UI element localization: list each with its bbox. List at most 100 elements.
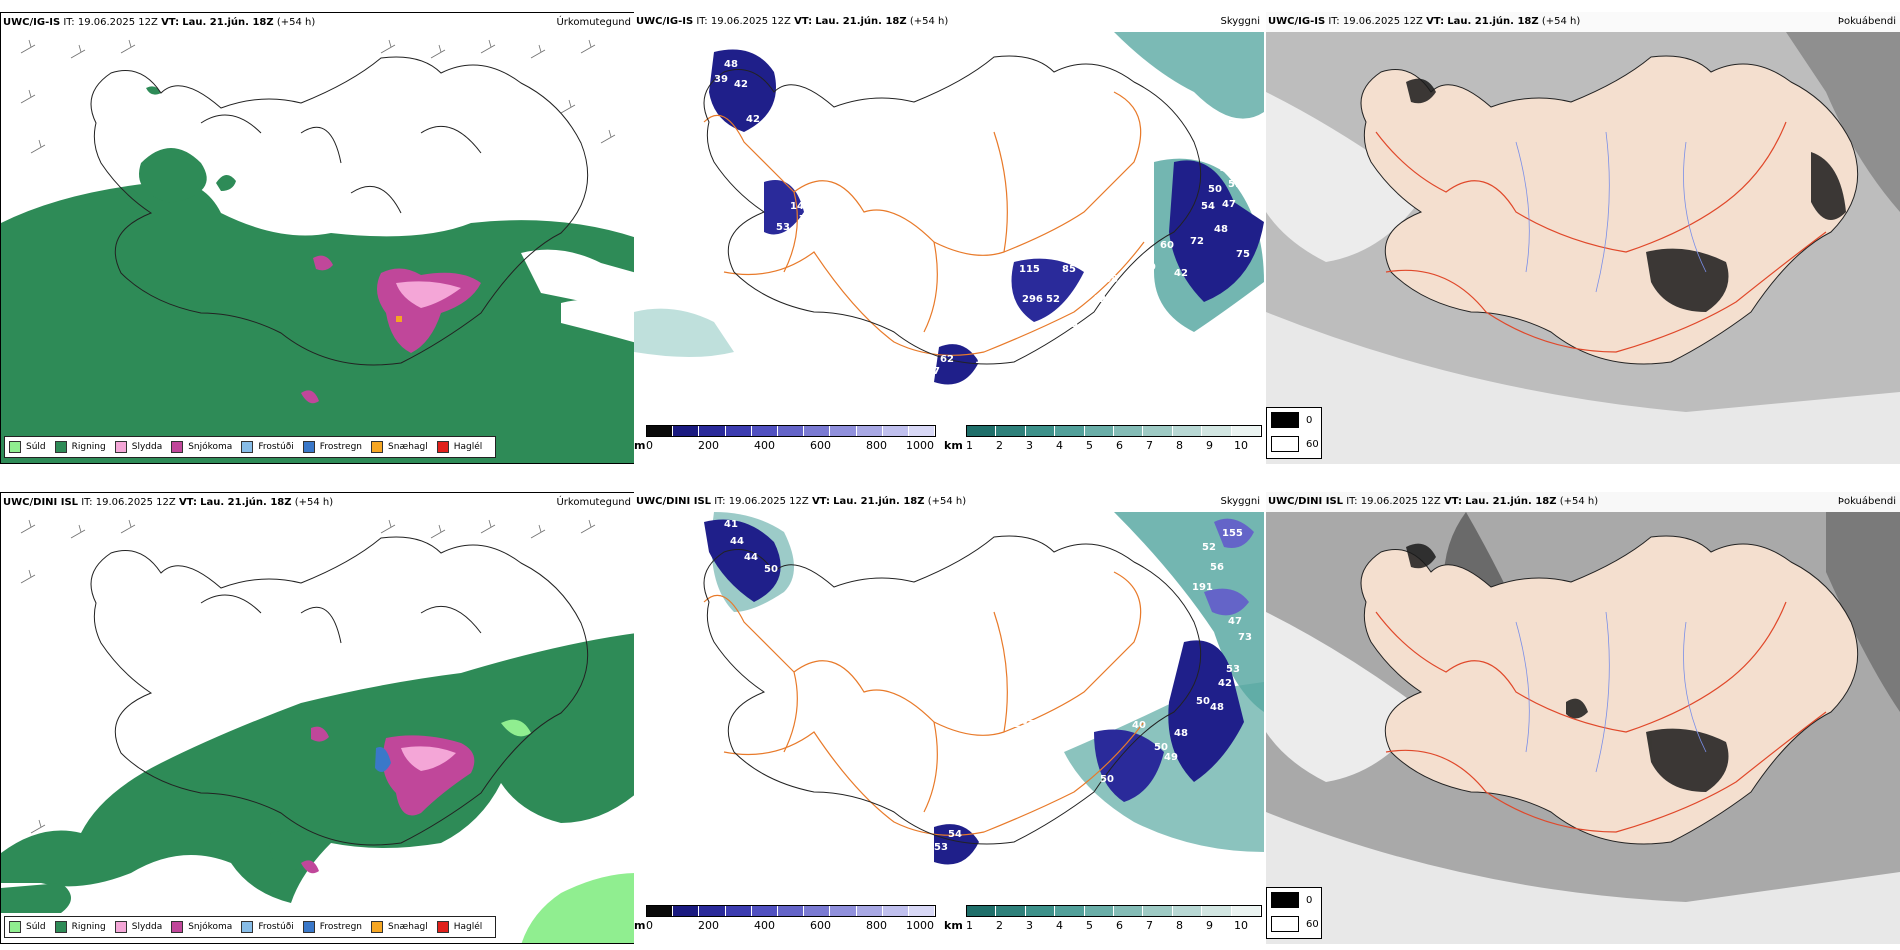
visibility-label: 61 — [1152, 114, 1166, 125]
visibility-label: 76 — [1016, 662, 1030, 673]
visibility-label: 75 — [1236, 249, 1250, 260]
low-visibility-areas — [634, 32, 1264, 385]
visibility-label: 42 — [746, 114, 760, 125]
precip-type-panel-row1: UWC/IG-IS IT: 19.06.2025 12Z VT: Lau. 21… — [0, 12, 636, 464]
legend-item: Snjókoma — [171, 921, 232, 933]
visibility-label: 52 — [844, 269, 858, 280]
visibility-map-row2: 41 44 44 50 46 109 63 52 56 155 191 47 7… — [703, 512, 1264, 881]
visibility-colorbar: km 1 2 3 4 5 6 7 8 9 10 — [944, 425, 1262, 459]
visibility-label: 44 — [730, 536, 744, 547]
legend-item: Snæhagl — [371, 921, 428, 933]
panel-header: UWC/IG-IS IT: 19.06.2025 12Z VT: Lau. 21… — [634, 12, 1264, 32]
visibility-label: 50 — [1100, 774, 1114, 785]
legend-item: Snjókoma — [171, 441, 232, 453]
panel-title: Skyggni — [1220, 16, 1260, 27]
fog-map-row2 — [1266, 492, 1900, 944]
visibility-label: 59 — [1228, 179, 1242, 190]
visibility-label: 54 — [884, 272, 898, 283]
legend-item: Súld — [9, 921, 46, 933]
visibility-label: 42 — [734, 79, 748, 90]
visibility-map-row1: 48 42 39 42 61 74 14 53 74 52 54 44 50 5… — [634, 32, 1264, 397]
visibility-label: 50 — [764, 564, 778, 575]
rivers — [1515, 611, 1707, 773]
visibility-label: 50 — [1196, 696, 1210, 707]
visibility-label: 44 — [1220, 164, 1234, 175]
road-network — [1375, 601, 1827, 833]
panel-header: UWC/DINI ISL IT: 19.06.2025 12Z VT: Lau.… — [1266, 492, 1900, 512]
visibility-label: 296 — [1022, 294, 1043, 305]
precip-legend: Súld Rigning Slydda Snjókoma Frostúði Fr… — [4, 436, 497, 458]
visibility-label: 42 — [1218, 678, 1232, 689]
visibility-label: 63 — [844, 660, 858, 671]
panel-header: UWC/IG-IS IT: 19.06.2025 12Z VT: Lau. 21… — [1266, 12, 1900, 32]
visibility-label: 29 — [942, 870, 956, 881]
fog-panel-row2: UWC/DINI ISL IT: 19.06.2025 12Z VT: Lau.… — [1266, 492, 1900, 944]
snow-areas — [301, 255, 481, 404]
iceland-outline — [703, 535, 1202, 845]
precip-map-row2 — [1, 519, 635, 943]
visibility-label: 59 — [1142, 262, 1156, 273]
visibility-label: 72 — [970, 342, 984, 353]
visibility-label: 48 — [1104, 274, 1118, 285]
iceland-land — [1360, 535, 1859, 845]
ceiling-colorbar: m 0 200 400 600 800 1000 — [634, 425, 936, 459]
visibility-label: 73 — [1238, 632, 1252, 643]
panel-header: UWC/DINI ISL IT: 19.06.2025 12Z VT: Lau.… — [1, 493, 635, 513]
visibility-label: 57 — [926, 366, 940, 377]
legend-item: Snæhagl — [371, 441, 428, 453]
legend-item: Súld — [9, 441, 46, 453]
panel-title: Þokuábendi — [1837, 496, 1896, 507]
visibility-label: 52 — [1202, 542, 1216, 553]
visibility-label: 42 — [1092, 294, 1106, 305]
visibility-panel-row2: 41 44 44 50 46 109 63 52 56 155 191 47 7… — [634, 492, 1264, 944]
visibility-label: 44 — [744, 552, 758, 563]
visibility-label: 134 — [950, 704, 971, 715]
drizzle-areas — [501, 719, 635, 943]
legend-item: Frostúði — [241, 441, 294, 453]
iceland-outline — [90, 536, 589, 846]
colorbar-swatches — [966, 905, 1262, 917]
ceiling-colorbar: m 0 200 400 600 800 1000 — [634, 905, 936, 939]
visibility-label: 48 — [1210, 702, 1224, 713]
legend-item: Slydda — [114, 921, 162, 933]
visibility-label: 46 — [850, 606, 864, 617]
colorbar-swatches — [646, 425, 936, 437]
rain-areas — [1, 633, 635, 913]
visibility-label: 74 — [799, 214, 813, 225]
visibility-label: 48 — [1174, 728, 1188, 739]
visibility-label: 48 — [724, 59, 738, 70]
visibility-label: 237 — [1014, 719, 1035, 730]
visibility-label: 52 — [1046, 294, 1060, 305]
legend-item: Haglél — [436, 921, 482, 933]
visibility-label: 50 — [1154, 742, 1168, 753]
visibility-label: 215 — [1026, 676, 1047, 687]
road-network — [703, 571, 1145, 836]
visibility-label: 48 — [1214, 224, 1228, 235]
visibility-label: 62 — [940, 354, 954, 365]
legend-item: Rigning — [54, 441, 106, 453]
visibility-label: 173 — [975, 355, 996, 366]
legend-item: Slydda — [114, 441, 162, 453]
visibility-number-labels: 48 42 39 42 61 74 14 53 74 52 54 44 50 5… — [714, 59, 1250, 397]
visibility-label: 70 — [1134, 700, 1148, 711]
visibility-label: 54 — [948, 829, 962, 840]
panel-title: Skyggni — [1220, 496, 1260, 507]
visibility-label: 53 — [776, 222, 790, 233]
visibility-label: 41 — [724, 519, 738, 530]
visibility-label: 85 — [1062, 264, 1076, 275]
panel-title: Úrkomutegund — [556, 17, 631, 28]
visibility-label: 53 — [1226, 664, 1240, 675]
precip-map-row1 — [1, 39, 635, 463]
visibility-label: 56 — [1210, 562, 1224, 573]
precip-legend: Súld Rigning Slydda Snjókoma Frostúði Fr… — [4, 916, 497, 938]
legend-item: Rigning — [54, 921, 106, 933]
visibility-label: 47 — [1222, 199, 1236, 210]
iceland-outline — [90, 56, 589, 366]
fog-legend: 0 60 — [1266, 407, 1322, 459]
colorbar-swatches — [966, 425, 1262, 437]
panel-header: UWC/DINI ISL IT: 19.06.2025 12Z VT: Lau.… — [634, 492, 1264, 512]
visibility-number-labels: 41 44 44 50 46 109 63 52 56 155 191 47 7… — [724, 519, 1252, 881]
visibility-label: 155 — [1222, 528, 1243, 539]
iceland-outline — [703, 55, 1202, 365]
visibility-label: 50 — [1208, 184, 1222, 195]
